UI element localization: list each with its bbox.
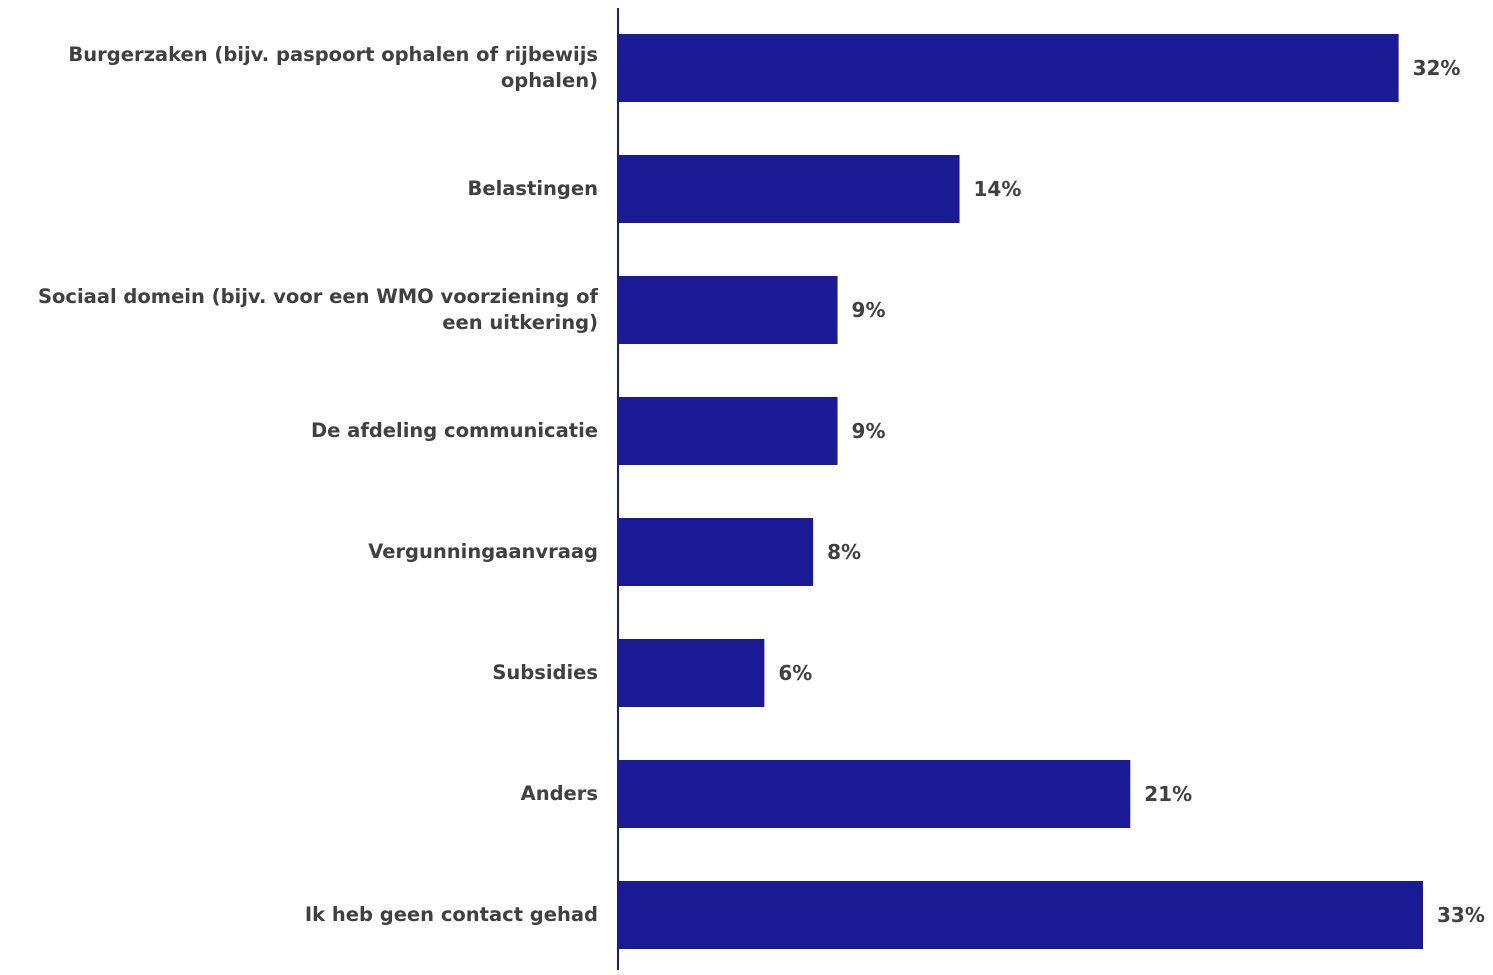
bar [618,639,765,707]
bar [618,518,814,586]
bar [618,34,1399,102]
category-label: Sociaal domein (bijv. voor een WMO voorz… [37,285,598,334]
category-label: Anders [520,782,598,805]
category-label: Ik heb geen contact gehad [304,903,598,926]
category-label: Subsidies [492,661,598,684]
bar [618,155,960,223]
data-label: 21% [1144,782,1193,806]
data-label: 6% [778,661,813,685]
bar [618,881,1423,949]
bar [618,397,838,465]
data-label: 8% [827,540,862,564]
data-label: 9% [851,419,886,443]
category-label: Belastingen [467,177,599,200]
data-label: 9% [851,298,886,322]
data-label: 14% [973,177,1022,201]
data-label: 32% [1412,56,1461,80]
data-label: 33% [1437,903,1485,927]
bar [618,760,1131,828]
category-label: De afdeling communicatie [310,419,598,442]
category-label: Vergunningaanvraag [368,540,598,563]
category-label: Burgerzaken (bijv. paspoort ophalen of r… [68,43,598,92]
bar [618,276,838,344]
